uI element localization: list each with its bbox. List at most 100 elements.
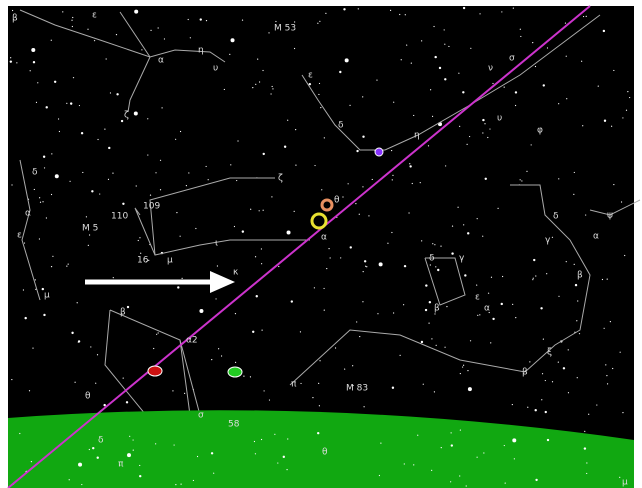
star (33, 61, 35, 63)
star (213, 473, 214, 474)
star (406, 44, 407, 45)
star (488, 293, 489, 294)
star (31, 48, 35, 52)
star-label: α (484, 304, 490, 314)
star (430, 89, 431, 90)
star (88, 245, 89, 246)
star (459, 126, 460, 127)
star (108, 147, 110, 149)
star (362, 186, 363, 187)
star (229, 54, 230, 55)
star (545, 380, 546, 381)
star (379, 262, 383, 266)
star (359, 336, 360, 337)
object-label: M 83 (346, 384, 368, 394)
star (113, 277, 114, 278)
star (582, 125, 583, 126)
star-label: υ (497, 114, 502, 124)
star (139, 465, 140, 466)
planet (375, 148, 383, 156)
star-label: π (291, 380, 297, 390)
star (439, 67, 441, 69)
star (129, 436, 130, 437)
star (409, 165, 411, 167)
star (489, 128, 490, 129)
star (345, 58, 349, 62)
star (358, 8, 359, 9)
star (392, 387, 394, 389)
star (263, 390, 264, 391)
star (363, 271, 364, 272)
star (428, 145, 429, 146)
star (417, 435, 418, 436)
star (252, 331, 254, 333)
star (532, 42, 533, 43)
star (368, 215, 369, 216)
star (286, 469, 287, 470)
star (392, 175, 393, 176)
star (294, 211, 295, 212)
star (211, 359, 212, 360)
star (256, 295, 258, 297)
star (408, 212, 409, 213)
star (271, 196, 272, 197)
star (126, 401, 128, 403)
star (261, 248, 262, 249)
star (586, 473, 587, 474)
star (575, 284, 577, 286)
star (287, 230, 291, 234)
star (421, 40, 422, 41)
star-label: α2 (186, 336, 198, 346)
star (324, 310, 325, 311)
star (319, 21, 320, 22)
star (139, 475, 141, 477)
star (132, 439, 133, 440)
star (127, 453, 131, 457)
star (393, 312, 394, 313)
star (412, 183, 413, 184)
star (391, 150, 392, 151)
star (363, 406, 364, 407)
star (576, 320, 577, 321)
star (521, 180, 522, 181)
star (485, 178, 487, 180)
star (476, 284, 477, 285)
star (300, 331, 301, 332)
star (362, 96, 363, 97)
star (403, 304, 404, 305)
star (24, 242, 25, 243)
star (94, 40, 95, 41)
star (515, 317, 516, 318)
star (477, 457, 478, 458)
star (428, 323, 429, 324)
star (37, 82, 38, 83)
star (581, 61, 582, 62)
star (497, 208, 498, 209)
star (11, 184, 12, 185)
star (463, 224, 464, 225)
star (502, 276, 503, 277)
star (116, 93, 118, 95)
star (543, 84, 545, 86)
star-label: α (158, 56, 164, 66)
star (30, 70, 31, 71)
star (451, 432, 452, 433)
star (161, 107, 162, 108)
sky-map: β ε α η υ ζ M 53 ε δ η υ ν σ φ δ α ε M 5… (0, 0, 642, 488)
star (477, 218, 478, 219)
star (379, 475, 380, 476)
star (568, 349, 569, 350)
star-label: β (577, 271, 583, 281)
star (444, 29, 445, 30)
star (335, 347, 336, 348)
star (531, 144, 532, 145)
star (420, 182, 421, 183)
star (312, 397, 313, 398)
star (82, 172, 83, 173)
star (10, 60, 12, 62)
star (436, 345, 437, 346)
star (269, 399, 270, 400)
star (121, 120, 123, 122)
star (542, 373, 543, 374)
star (421, 240, 422, 241)
